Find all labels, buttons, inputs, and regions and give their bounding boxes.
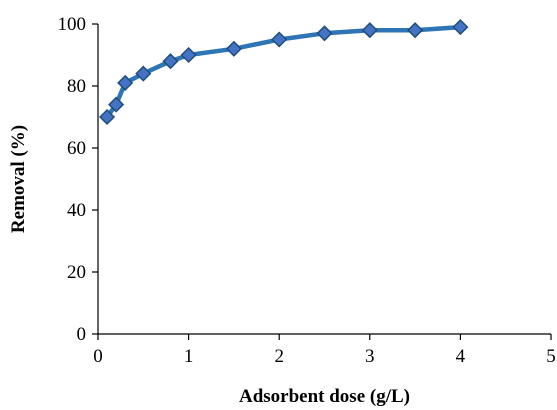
data-point	[180, 46, 197, 64]
y-tick-label: 80	[67, 76, 86, 97]
y-tick-label: 20	[67, 262, 86, 283]
data-point	[135, 65, 152, 82]
data-point	[452, 19, 469, 36]
data-point	[225, 40, 242, 57]
data-point	[117, 74, 134, 91]
data-point	[407, 22, 424, 39]
series-layer	[98, 19, 469, 126]
x-tick-label: 3	[365, 346, 375, 367]
data-point	[361, 22, 378, 39]
data-point	[271, 31, 288, 48]
y-ticks: 0 20 40 60 80 100	[58, 14, 98, 345]
x-tick-label: 1	[184, 346, 194, 367]
data-point	[108, 96, 125, 113]
data-point	[316, 25, 333, 42]
x-tick-label: 0	[93, 346, 103, 367]
y-tick-label: 0	[77, 324, 87, 345]
y-tick-label: 100	[58, 14, 87, 35]
y-tick-label: 40	[67, 200, 86, 221]
x-tick-label: 5	[546, 346, 556, 367]
x-axis-title: Adsorbent dose (g/L)	[239, 386, 410, 407]
x-tick-label: 2	[274, 346, 284, 367]
x-tick-label: 4	[456, 346, 466, 367]
y-tick-label: 60	[67, 138, 86, 159]
data-point	[98, 108, 116, 126]
data-point	[162, 53, 179, 70]
axes	[97, 24, 551, 335]
x-ticks: 0 1 2 3 4 5	[93, 334, 556, 367]
y-axis-title: Removal (%)	[8, 125, 29, 233]
